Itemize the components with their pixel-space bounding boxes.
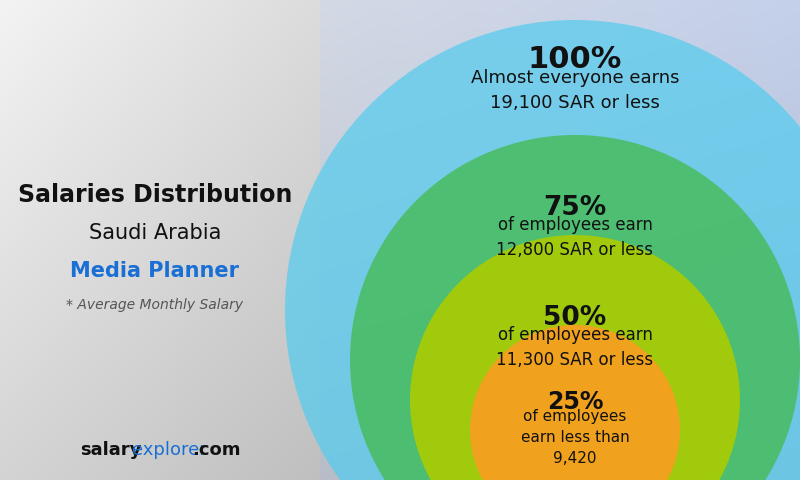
Text: 25%: 25%: [546, 390, 603, 414]
Text: Salaries Distribution: Salaries Distribution: [18, 183, 292, 207]
Text: Media Planner: Media Planner: [70, 261, 239, 281]
Text: 50%: 50%: [543, 305, 606, 331]
Text: explorer: explorer: [132, 441, 206, 459]
Text: 100%: 100%: [528, 45, 622, 74]
Text: 75%: 75%: [543, 195, 606, 221]
Circle shape: [350, 135, 800, 480]
Text: * Average Monthly Salary: * Average Monthly Salary: [66, 298, 243, 312]
Circle shape: [285, 20, 800, 480]
Text: of employees earn
11,300 SAR or less: of employees earn 11,300 SAR or less: [497, 326, 654, 369]
Text: of employees
earn less than
9,420: of employees earn less than 9,420: [521, 408, 630, 466]
Text: salary: salary: [80, 441, 142, 459]
Text: Saudi Arabia: Saudi Arabia: [89, 223, 221, 243]
Text: Almost everyone earns
19,100 SAR or less: Almost everyone earns 19,100 SAR or less: [470, 69, 679, 112]
Circle shape: [410, 235, 740, 480]
Circle shape: [470, 325, 680, 480]
Text: .com: .com: [192, 441, 241, 459]
Text: of employees earn
12,800 SAR or less: of employees earn 12,800 SAR or less: [497, 216, 654, 259]
